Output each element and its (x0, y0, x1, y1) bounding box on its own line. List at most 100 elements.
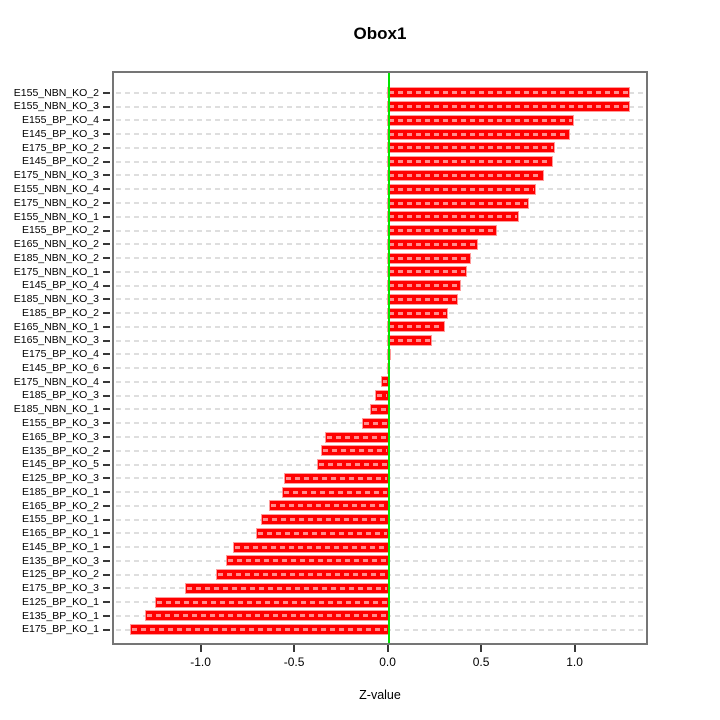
y-label-row: E175_BP_KO_2 (0, 141, 110, 155)
category-label: E155_BP_KO_3 (21, 417, 99, 429)
grid-line (116, 270, 644, 273)
x-tick-label: -1.0 (190, 655, 211, 669)
bar (387, 157, 553, 167)
y-tick-mark (103, 119, 110, 122)
category-label: E155_BP_KO_1 (21, 513, 99, 526)
y-label-row: E135_BP_KO_3 (0, 554, 110, 568)
x-tick-label: 0.5 (472, 655, 490, 669)
category-label: E165_BP_KO_2 (21, 499, 99, 512)
category-label: E145_BP_KO_2 (21, 155, 99, 168)
y-tick-mark (103, 160, 110, 163)
bar (262, 515, 388, 525)
y-tick-mark (103, 312, 110, 315)
category-label: E185_NBN_KO_2 (13, 251, 99, 264)
x-tick-mark (386, 645, 389, 652)
bar-inner-dashes (388, 201, 527, 205)
y-label-row: E155_NBN_KO_1 (0, 210, 110, 224)
bar-inner-dashes (186, 586, 387, 590)
grid-line (116, 105, 644, 108)
bar-row (114, 554, 646, 568)
x-tick-mark (573, 645, 576, 652)
y-label-row: E175_NBN_KO_4 (0, 375, 110, 389)
y-tick-mark (103, 559, 110, 562)
bar (387, 102, 629, 112)
y-label-row: E155_NBN_KO_3 (0, 100, 110, 114)
bar-row (114, 210, 646, 224)
bar-row (114, 389, 646, 403)
bar-row (114, 334, 646, 348)
category-label: E145_BP_KO_5 (21, 458, 99, 471)
y-tick-mark (103, 408, 110, 411)
y-tick-mark (103, 188, 110, 191)
bar (318, 460, 388, 470)
grid-line (116, 339, 644, 342)
bar (382, 377, 388, 387)
y-tick-mark (103, 463, 110, 466)
bar (370, 404, 388, 414)
category-label: E155_NBN_KO_4 (13, 182, 99, 195)
bar (185, 583, 388, 593)
bar (387, 253, 470, 263)
bar-row (114, 361, 646, 375)
category-label: E175_NBN_KO_2 (13, 196, 99, 209)
category-label: E175_NBN_KO_4 (13, 375, 99, 388)
y-label-row: E145_BP_KO_2 (0, 155, 110, 169)
category-label: E165_NBN_KO_2 (13, 238, 99, 251)
y-tick-mark (103, 422, 110, 425)
bar-row (114, 568, 646, 582)
x-tick-label: 1.0 (566, 655, 583, 669)
bar (387, 88, 629, 98)
bar-inner-dashes (227, 559, 387, 563)
y-tick-mark (103, 518, 110, 521)
y-tick-mark (103, 546, 110, 549)
bar (256, 528, 388, 538)
grid-line (116, 312, 644, 315)
bar-inner-dashes (270, 504, 387, 508)
y-tick-mark (103, 587, 110, 590)
bar (284, 473, 388, 483)
category-label: E155_NBN_KO_3 (13, 100, 99, 113)
bar-inner-dashes (388, 325, 443, 329)
bar-row (114, 224, 646, 238)
y-label-row: E155_BP_KO_3 (0, 416, 110, 430)
x-tick-mark (480, 645, 483, 652)
y-label-row: E185_BP_KO_1 (0, 485, 110, 499)
bar (376, 391, 388, 401)
y-tick-mark (103, 339, 110, 342)
y-label-row: E155_BP_KO_1 (0, 513, 110, 527)
category-label: E185_NBN_KO_3 (13, 293, 99, 306)
y-label-row: E145_BP_KO_3 (0, 127, 110, 141)
grid-line (116, 353, 644, 356)
grid-line (116, 202, 644, 204)
grid-line (116, 174, 644, 177)
bar-inner-dashes (388, 146, 553, 150)
y-label-row: E175_BP_KO_1 (0, 623, 110, 637)
bar-inner-dashes (377, 394, 387, 398)
bar-row (114, 169, 646, 183)
bar-inner-dashes (285, 476, 387, 480)
y-label-row: E125_BP_KO_1 (0, 595, 110, 609)
bar-row (114, 100, 646, 114)
y-tick-mark (103, 298, 110, 301)
grid-line (116, 133, 644, 136)
category-label: E185_BP_KO_1 (21, 485, 99, 498)
y-label-row: E175_BP_KO_3 (0, 582, 110, 596)
y-tick-mark (103, 573, 110, 576)
y-label-row: E165_NBN_KO_3 (0, 334, 110, 348)
grid-line (116, 367, 644, 370)
y-axis-labels: E155_NBN_KO_2 E155_NBN_KO_3 E155_BP_KO_4 E1… (0, 86, 110, 637)
y-label-row: E185_BP_KO_3 (0, 389, 110, 403)
bar-row (114, 86, 646, 100)
y-label-row: E125_BP_KO_2 (0, 568, 110, 582)
bar (269, 501, 388, 511)
bar-row (114, 279, 646, 293)
category-label: E185_BP_KO_2 (21, 306, 99, 319)
category-label: E175_NBN_KO_1 (13, 265, 99, 278)
y-tick-mark (103, 270, 110, 273)
y-tick-mark (103, 202, 110, 204)
category-label: E175_NBN_KO_3 (13, 169, 99, 182)
bar (387, 212, 519, 222)
y-label-row: E175_NBN_KO_1 (0, 265, 110, 279)
bar-row (114, 485, 646, 499)
